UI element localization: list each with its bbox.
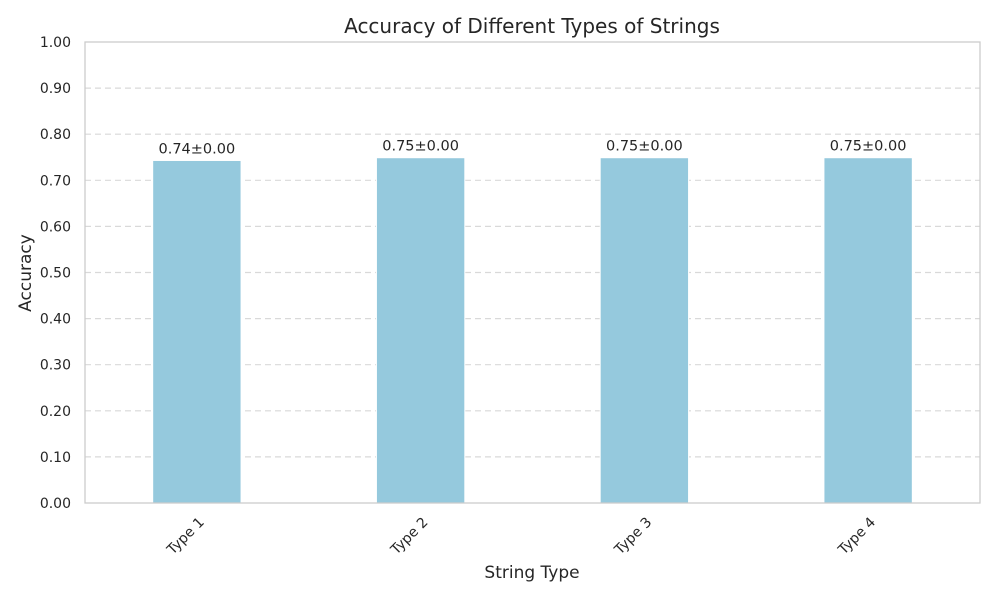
y-tick-label: 0.70 (40, 173, 71, 189)
y-tick-label: 0.50 (40, 266, 71, 282)
y-tick-label: 0.30 (40, 358, 71, 374)
axes-frame (84, 41, 981, 504)
y-tick-label: 0.40 (40, 312, 71, 328)
y-tick-label: 0.10 (40, 450, 71, 466)
x-axis-title: String Type (484, 563, 579, 583)
bar-value-label: 0.75±0.00 (382, 139, 459, 155)
bar-value-label: 0.74±0.00 (159, 141, 236, 157)
bar-type-3 (599, 157, 690, 504)
y-tick-label: 0.90 (40, 81, 71, 97)
bar-type-4 (823, 157, 913, 504)
bar-type-1 (152, 159, 242, 504)
chart-title: Accuracy of Different Types of Strings (344, 14, 720, 38)
y-axis-title: Accuracy (16, 234, 36, 312)
bar-type-2 (375, 157, 466, 504)
bar-value-label: 0.75±0.00 (606, 139, 683, 155)
y-tick-label: 0.60 (40, 219, 71, 235)
data-labels: 0.74±0.00 0.75±0.00 0.75±0.00 0.75±0.00 (159, 139, 907, 158)
bar-value-label: 0.75±0.00 (830, 139, 907, 155)
bars (152, 157, 913, 504)
y-tick-label: 0.20 (40, 404, 71, 420)
y-tick-label: 1.00 (40, 35, 71, 51)
y-tick-label: 0.80 (40, 127, 71, 143)
y-tick-labels: 0.00 0.10 0.20 0.30 0.40 0.50 0.60 0.70 0.80 0.90… (40, 35, 71, 512)
y-tick-label: 0.00 (40, 496, 71, 512)
